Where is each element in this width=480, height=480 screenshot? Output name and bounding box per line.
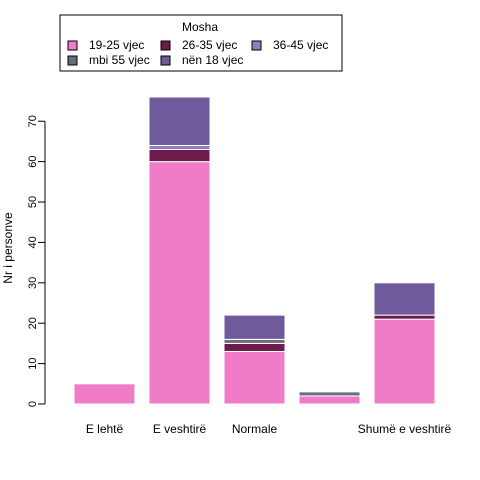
legend-label: 36-45 vjec (273, 38, 328, 52)
legend-swatch (251, 40, 262, 51)
bar-segment-4-1 (373, 314, 436, 320)
x-tick-label: E veshtirë (153, 422, 207, 436)
bar-segment-3-3 (298, 391, 361, 397)
y-tick-label: 70 (27, 115, 39, 127)
bar-segment-2-1 (223, 342, 286, 352)
x-labels: E lehtë E veshtirë Normale Shumë e veshtirë (86, 422, 452, 436)
x-tick-label: Shumë e veshtirë (358, 422, 452, 436)
legend-title: Mosha (182, 20, 218, 34)
legend-label: mbi 55 vjec (89, 53, 150, 67)
x-tick-label: Normale (232, 422, 278, 436)
y-tick-label: 40 (27, 236, 39, 248)
bar-segment-1-1 (148, 149, 211, 163)
legend-swatch (67, 55, 78, 66)
legend-label: nën 18 vjec (182, 53, 243, 67)
bar-segment-1-2 (148, 144, 211, 151)
bar-segment-3-0 (298, 395, 361, 405)
legend-box (59, 14, 343, 72)
x-tick-label: E lehtë (86, 422, 124, 436)
legend-swatch (67, 40, 78, 51)
legend-swatch (160, 40, 171, 51)
y-tick-label: 20 (27, 317, 39, 329)
y-tick-label: 50 (27, 196, 39, 208)
legend: Mosha 19-25 vjec 26-35 vjec 36-45 vjec mbi … (59, 14, 343, 72)
y-tick-label: 60 (27, 156, 39, 168)
bar-segment-1-0 (148, 161, 211, 405)
bar-segment-2-3 (223, 338, 286, 344)
legend-items: 19-25 vjec 26-35 vjec 36-45 vjec mbi 55 vje… (67, 38, 328, 67)
legend-swatch (160, 55, 171, 66)
bar-segment-4-0 (373, 318, 436, 405)
y-tick-label: 10 (27, 357, 39, 369)
y-tick-label: 30 (27, 277, 39, 289)
bar-segment-0-0 (73, 383, 136, 405)
legend-label: 19-25 vjec (89, 38, 144, 52)
y-ticks: 0 10 20 30 40 50 60 70 (27, 115, 45, 407)
y-tick-label: 0 (27, 401, 39, 407)
y-axis-label: Nr i personve (1, 212, 15, 284)
bar-segment-1-4 (148, 96, 211, 146)
bar-segment-2-4 (223, 314, 286, 340)
bars (73, 96, 436, 405)
bar-segment-2-0 (223, 350, 286, 405)
legend-label: 26-35 vjec (182, 38, 237, 52)
bar-segment-4-4 (373, 282, 436, 316)
y-axis: 0 10 20 30 40 50 60 70 Nr i personve (1, 115, 46, 407)
